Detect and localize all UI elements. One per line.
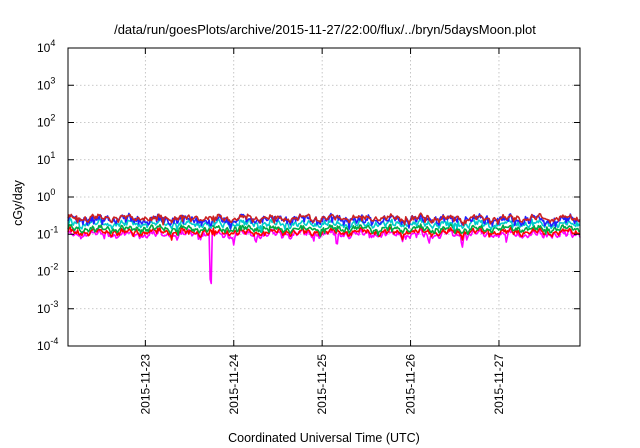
- y-tick-label: 10-4: [37, 336, 58, 353]
- x-axis: 2015-11-23 2015-11-24 2015-11-25 2015-11-26…: [138, 48, 506, 415]
- series-layer: [67, 212, 581, 285]
- y-tick-label: 10-3: [37, 299, 58, 316]
- y-tick-label: 100: [37, 187, 55, 204]
- series-line: [67, 228, 581, 285]
- series-line: [67, 217, 581, 233]
- x-tick-label: 2015-11-23: [138, 354, 152, 415]
- y-tick-label: 103: [37, 75, 55, 92]
- series-line: [67, 212, 581, 227]
- series-line: [67, 223, 581, 238]
- y-tick-label: 10-1: [37, 224, 58, 241]
- y-tick-label: 102: [37, 113, 55, 130]
- x-axis-label: Coordinated Universal Time (UTC): [228, 431, 420, 445]
- y-axis-label: cGy/day: [11, 179, 25, 226]
- chart-title: /data/run/goesPlots/archive/2015-11-27/2…: [114, 22, 536, 37]
- x-tick-label: 2015-11-24: [227, 354, 241, 415]
- x-tick-label: 2015-11-26: [404, 354, 418, 415]
- x-tick-label: 2015-11-25: [315, 354, 329, 415]
- x-tick-label: 2015-11-27: [492, 354, 506, 415]
- grid: [68, 48, 580, 346]
- y-tick-label: 10-2: [37, 262, 58, 279]
- y-tick-label: 101: [37, 150, 55, 167]
- y-tick-label: 104: [37, 38, 55, 55]
